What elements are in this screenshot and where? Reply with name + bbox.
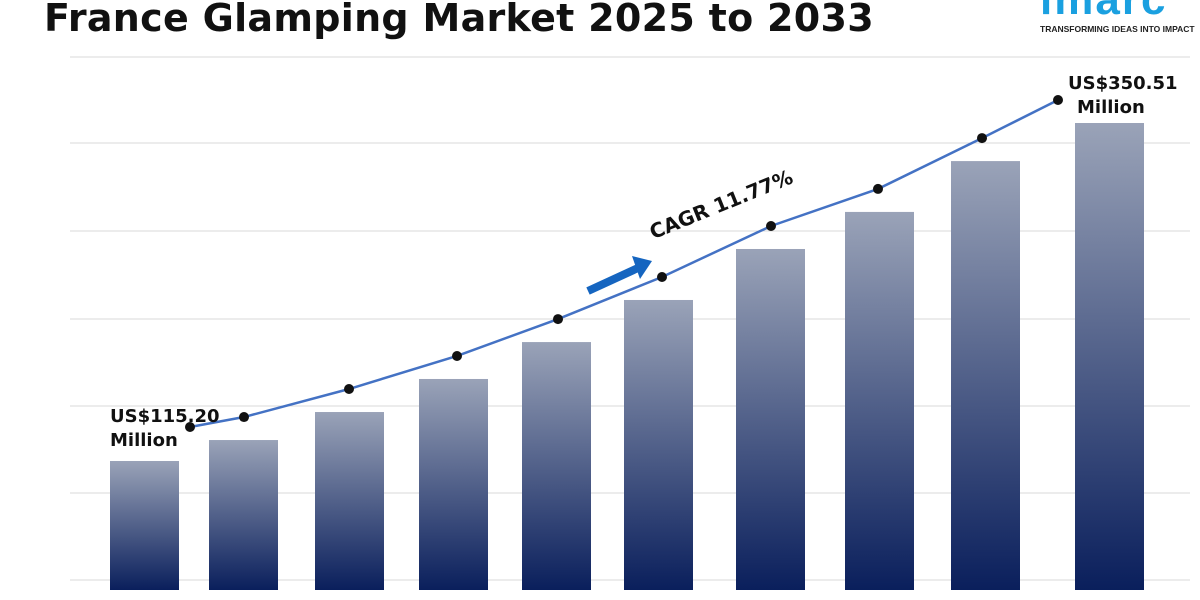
start-value: US$115.20 — [110, 406, 220, 427]
bar — [845, 211, 914, 590]
start-unit: Million — [110, 430, 178, 451]
trend-marker — [657, 271, 667, 282]
bar — [1075, 123, 1144, 590]
bar — [209, 440, 278, 590]
trend-line — [189, 98, 1059, 429]
trend-marker — [977, 133, 987, 144]
trend-marker — [239, 412, 249, 423]
bar — [419, 378, 488, 590]
cagr-arrow-icon — [586, 256, 652, 295]
trend-marker — [344, 384, 354, 395]
trend-marker — [452, 350, 462, 361]
imarc-logo: imarc TRANSFORMING IDEAS INTO IMPACT — [1040, 0, 1200, 34]
end-unit: Million — [1077, 97, 1145, 118]
logo-tagline: TRANSFORMING IDEAS INTO IMPACT — [1040, 24, 1195, 34]
start-value-label: US$115.20 Million — [110, 405, 220, 453]
end-value-label: US$350.51 Million — [1068, 72, 1178, 120]
bar — [736, 248, 805, 590]
logo-word: imarc — [1040, 0, 1200, 22]
end-value: US$350.51 — [1068, 73, 1178, 94]
bar — [315, 412, 384, 590]
bar — [624, 299, 693, 590]
trend-marker — [873, 183, 883, 194]
chart-title: France Glamping Market 2025 to 2033 — [44, 0, 875, 40]
bar — [951, 161, 1020, 590]
bar — [110, 461, 179, 590]
bar — [522, 342, 591, 590]
trend-marker — [553, 314, 563, 325]
trend-marker — [185, 422, 195, 432]
trend-marker — [1053, 95, 1063, 105]
trend-marker — [766, 220, 776, 231]
